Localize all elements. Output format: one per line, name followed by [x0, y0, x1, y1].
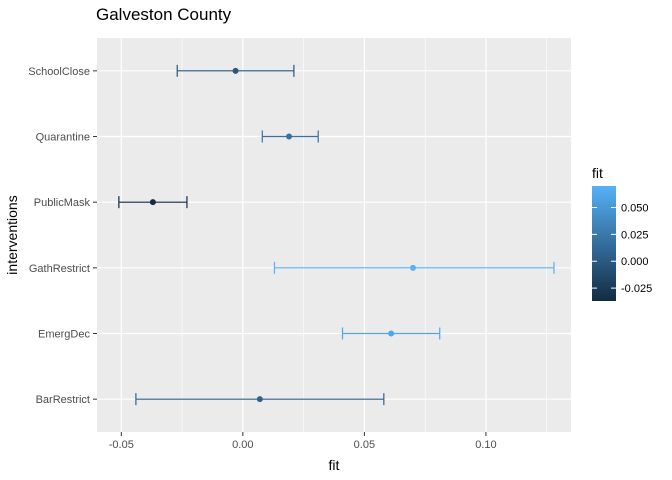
colorbar-label: 0.000: [621, 256, 649, 268]
y-tick-label: PublicMask: [34, 197, 91, 209]
errorbar-gathrestrict: [273, 261, 555, 274]
errorbar-emergdec: [341, 327, 441, 340]
x-tick-label: -0.05: [109, 439, 134, 451]
point-schoolclose: [232, 67, 239, 74]
point-gathrestrict: [410, 264, 416, 271]
y-tick-label: Quarantine: [36, 132, 90, 144]
point-barrestrict: [256, 396, 263, 403]
colorbar-label: 0.050: [621, 202, 649, 214]
point-publicmask: [149, 199, 156, 206]
point-emergdec: [388, 330, 395, 337]
y-tick-label: GathRestrict: [29, 263, 90, 275]
chart-title: Galveston County: [96, 5, 232, 24]
plot-panel: [97, 38, 571, 432]
errorbar-schoolclose: [176, 64, 295, 77]
x-tick-label: 0.00: [232, 439, 253, 451]
x-tick-label: 0.05: [354, 439, 375, 451]
colorbar-label: 0.025: [621, 229, 649, 241]
panel-background: [97, 38, 571, 432]
x-tick-label: 0.10: [475, 439, 496, 451]
plot-marks: [118, 64, 555, 406]
point-quarantine: [286, 133, 293, 140]
errorbar-quarantine: [261, 130, 319, 143]
y-tick-label: SchoolClose: [28, 66, 90, 78]
y-tick-label: EmergDec: [38, 329, 90, 341]
y-axis-title: interventions: [4, 195, 20, 274]
errorbar-publicmask: [118, 196, 188, 209]
legend-title: fit: [592, 165, 603, 181]
x-axis-title: fit: [329, 457, 340, 473]
colorbar-legend: fit 0.050 0.025 0.000 -0.025: [592, 165, 652, 301]
plot-axes: -0.05 0.00 0.05 0.10 SchoolClose Quarantine Pu…: [28, 66, 496, 451]
y-tick-label: BarRestrict: [36, 394, 90, 406]
errorbar-barrestrict: [135, 393, 385, 406]
colorbar: [592, 186, 616, 301]
colorbar-label: -0.025: [621, 283, 652, 295]
